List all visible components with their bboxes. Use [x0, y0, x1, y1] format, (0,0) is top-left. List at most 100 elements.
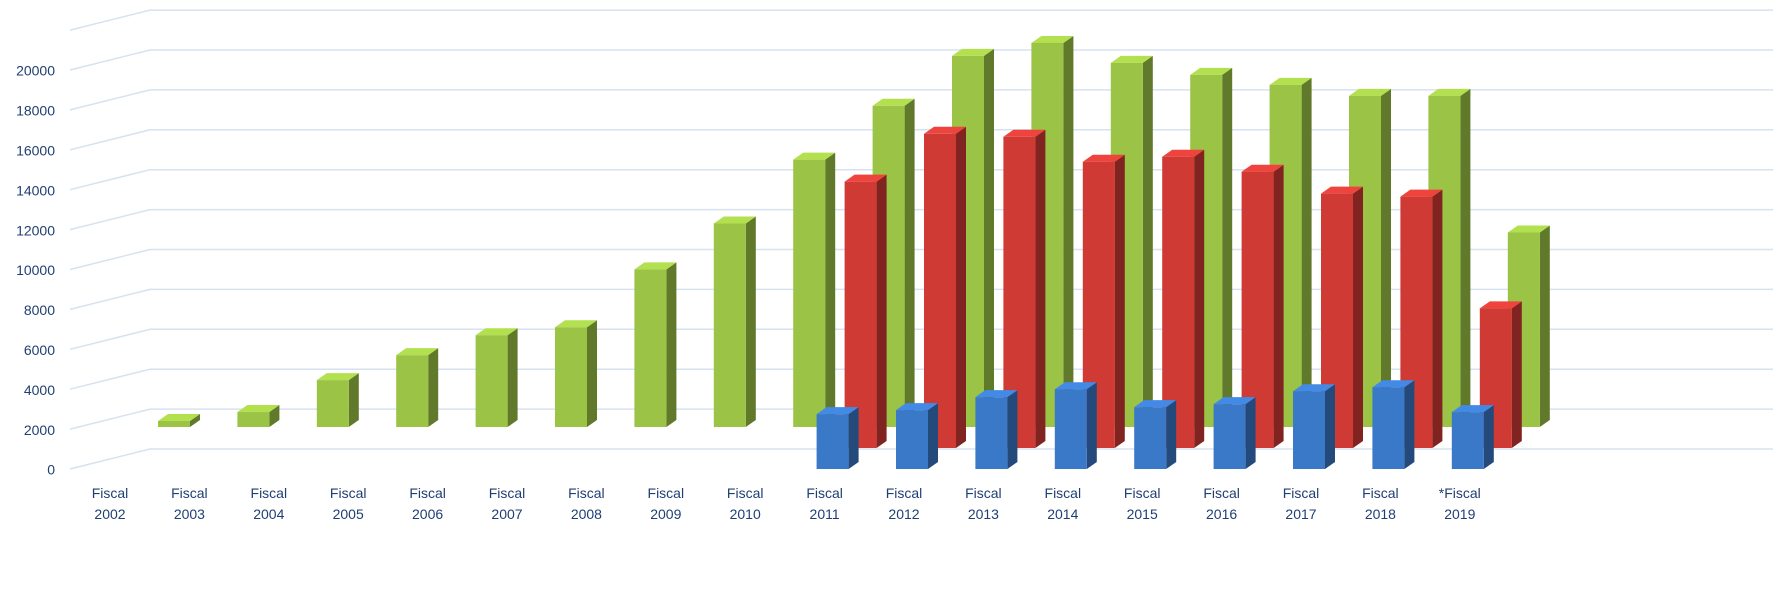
y-tick-label: 20000: [16, 63, 55, 79]
x-tick-label: Fiscal 2003: [171, 485, 208, 522]
bar-top: [1003, 129, 1046, 137]
bar-side: [190, 414, 200, 427]
x-tick-label: Fiscal 2013: [965, 485, 1002, 522]
bar-top: [896, 403, 938, 411]
bar: [1400, 189, 1443, 448]
bar-front: [1372, 387, 1405, 469]
bar-top: [1400, 189, 1443, 197]
bar-top: [316, 373, 359, 381]
bar-front: [1213, 404, 1246, 469]
bar: [1451, 405, 1494, 469]
grid-line: [69, 129, 1773, 151]
bar: [975, 390, 1018, 469]
x-tick-label: Fiscal 2010: [726, 485, 764, 522]
x-tick-label: Fiscal 2006: [409, 485, 446, 522]
bar-front: [1293, 391, 1325, 469]
bar-side: [745, 216, 756, 427]
bar-front: [713, 223, 746, 427]
bar-side: [876, 174, 887, 449]
grid-line: [69, 49, 1773, 71]
bar-top: [1479, 301, 1522, 309]
bar-top: [1507, 225, 1550, 233]
bar: [316, 373, 359, 427]
x-tick-label: *Fiscal 2019: [1438, 485, 1481, 522]
bar-side: [1194, 149, 1205, 449]
bar-top: [872, 98, 915, 106]
bar-side: [1404, 380, 1415, 469]
bar: [1372, 380, 1415, 469]
bar-side: [1222, 67, 1233, 427]
bar-top: [816, 407, 859, 415]
bar: [1003, 129, 1046, 448]
bar-top: [396, 348, 439, 356]
bar-top: [158, 414, 200, 422]
bar: [713, 216, 756, 427]
bar-top: [1031, 35, 1074, 43]
bar: [1134, 400, 1177, 469]
grid-line: [69, 9, 1773, 31]
bar: [158, 414, 200, 427]
y-tick-label: 10000: [16, 262, 55, 278]
bar-front: [924, 133, 956, 448]
bar-side: [1539, 225, 1550, 427]
bar: [1479, 301, 1522, 448]
bar-front: [1134, 407, 1167, 469]
y-tick-label: 4000: [24, 382, 55, 398]
bar-side: [904, 98, 915, 428]
bar-top: [1349, 88, 1391, 96]
bar-top: [924, 126, 966, 134]
x-tick-label: Fiscal 2015: [1123, 485, 1161, 522]
bar-front: [1451, 412, 1484, 469]
bar-top: [1428, 88, 1471, 96]
bar-side: [1353, 186, 1363, 448]
bar-side: [1063, 35, 1074, 428]
bar-side: [1325, 384, 1335, 469]
bar-side: [1381, 88, 1391, 427]
bar-top: [555, 320, 597, 328]
bar-side: [1166, 400, 1177, 469]
bar-front: [816, 414, 849, 469]
bar-top: [634, 262, 677, 270]
bar-top: [713, 216, 756, 224]
bar-top: [793, 152, 836, 160]
y-tick-label: 8000: [24, 302, 55, 318]
bar: [1054, 382, 1097, 469]
bar-side: [348, 373, 359, 427]
bar: [555, 320, 597, 427]
x-tick-label: Fiscal 2011: [806, 485, 843, 522]
bar: [793, 152, 836, 428]
bar: [237, 405, 280, 427]
bar-side: [1114, 154, 1125, 448]
bar-side: [1483, 405, 1494, 469]
bar: [924, 126, 966, 448]
bar-side: [956, 126, 966, 448]
y-tick-label: 2000: [24, 422, 55, 438]
bar-front: [1162, 156, 1195, 449]
bar-side: [1086, 382, 1097, 469]
bar-top: [952, 48, 994, 56]
grid-line: [69, 89, 1773, 111]
bar-top: [1372, 380, 1415, 388]
bar-top: [1054, 382, 1097, 390]
bar: [634, 262, 677, 427]
x-tick-label: Fiscal 2005: [329, 485, 367, 522]
bar-side: [1301, 77, 1312, 428]
bar-side: [1007, 390, 1018, 469]
y-tick-label: 14000: [16, 182, 55, 198]
bar-top: [1241, 164, 1284, 172]
bar-front: [896, 410, 928, 469]
bar-side: [507, 328, 518, 427]
bar: [396, 348, 439, 427]
bar-top: [975, 390, 1018, 398]
bar-front: [793, 159, 826, 428]
bar-top: [1110, 55, 1153, 63]
bar-front: [237, 412, 270, 427]
x-tick-label: Fiscal 2004: [250, 485, 288, 522]
y-tick-label: 18000: [16, 103, 55, 119]
x-tick-label: Fiscal 2014: [1044, 485, 1082, 522]
bar-side: [928, 403, 938, 469]
bar-front: [634, 269, 667, 427]
bar-front: [475, 335, 508, 427]
bar-side: [269, 405, 280, 427]
